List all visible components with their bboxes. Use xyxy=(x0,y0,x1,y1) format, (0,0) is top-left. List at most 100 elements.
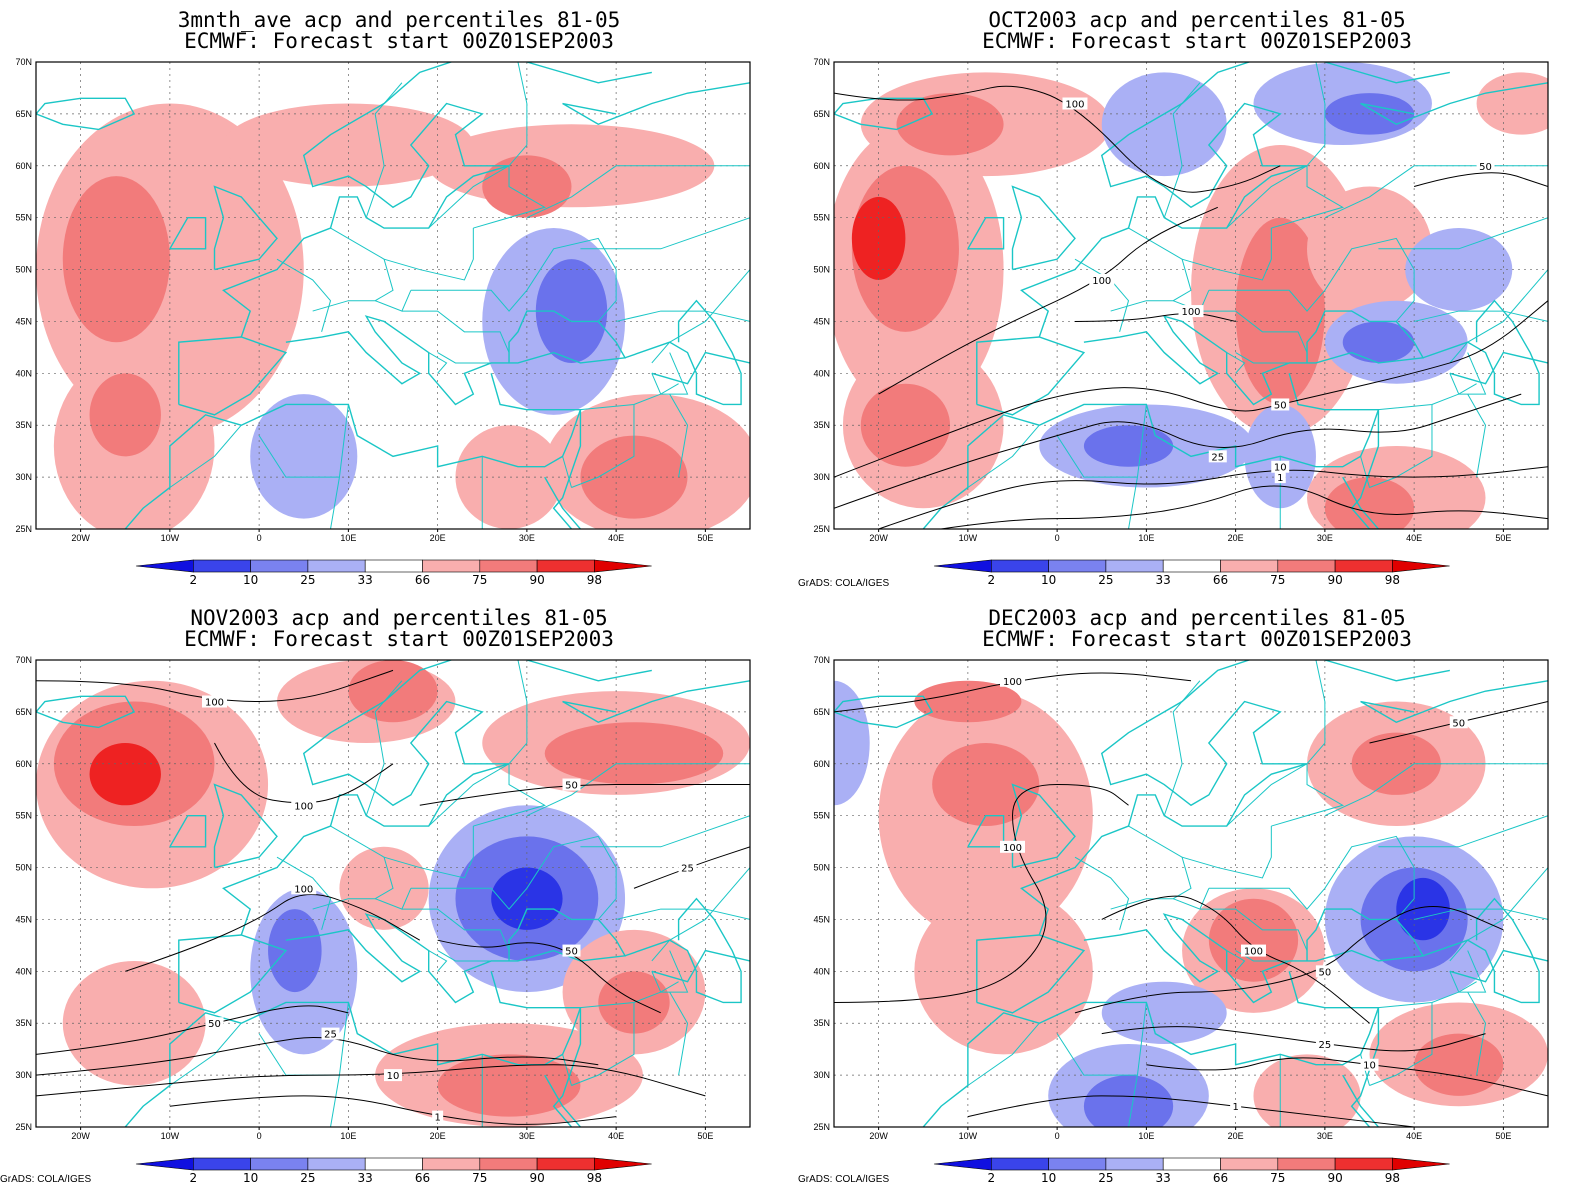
contour-label: 100 xyxy=(294,884,313,895)
contour-line xyxy=(169,1095,617,1125)
grads-credit: GrADS: COLA/IGES xyxy=(798,578,890,589)
coastline xyxy=(36,97,136,131)
contour-label-bg xyxy=(1274,471,1286,484)
country-border xyxy=(312,825,394,910)
lat-tick-label: 50N xyxy=(15,265,32,275)
lat-tick-label: 65N xyxy=(15,707,32,717)
colorbar-label: 90 xyxy=(529,1171,544,1185)
coastline xyxy=(169,814,207,848)
lon-tick-label: 10W xyxy=(161,533,180,543)
contour-label: 100 xyxy=(1181,307,1200,318)
contour-label-bg xyxy=(1315,965,1334,978)
colorbar-label: 25 xyxy=(1098,573,1113,587)
contour-label-bg xyxy=(562,944,581,957)
colorbar-segment xyxy=(307,1157,366,1171)
coastline xyxy=(36,695,136,729)
country-border xyxy=(1110,825,1192,910)
colorbar-segment xyxy=(1105,1157,1164,1171)
percentile-shading xyxy=(1351,732,1441,795)
percentile-shading xyxy=(932,743,1040,827)
contour-label: 50 xyxy=(1452,718,1465,729)
country-border xyxy=(312,227,394,312)
percentile-shading xyxy=(491,867,563,930)
contour-label: 1 xyxy=(434,1113,440,1124)
country-border xyxy=(365,680,403,816)
coastline xyxy=(624,299,742,406)
coastline xyxy=(1342,1074,1380,1127)
map-plot-area: 100 100 100 50 50 50 25 10 1 25 xyxy=(36,660,750,1127)
country-border xyxy=(428,352,448,374)
country-border xyxy=(616,908,750,920)
country-border xyxy=(410,835,617,920)
country-border xyxy=(1449,269,1548,364)
lon-tick-label: 50E xyxy=(1495,1131,1511,1141)
country-border xyxy=(1074,856,1130,930)
contour-label-bg xyxy=(291,882,317,895)
country-border xyxy=(616,310,750,322)
percentile-shading xyxy=(223,103,474,187)
percentile-shading xyxy=(1101,981,1227,1044)
lon-tick-label: 10E xyxy=(1138,533,1154,543)
coastline xyxy=(651,351,750,385)
contour-line xyxy=(1074,906,1504,1014)
contour-line xyxy=(1146,1057,1548,1097)
country-border xyxy=(562,456,572,488)
lat-tick-label: 25N xyxy=(15,524,32,534)
colorbar-arrow-right xyxy=(594,559,652,573)
contour-line xyxy=(834,85,1281,193)
country-border xyxy=(473,165,546,229)
lon-tick-label: 30E xyxy=(519,533,535,543)
contour-label: 100 xyxy=(1092,276,1111,287)
country-border xyxy=(401,310,510,353)
coastline xyxy=(285,310,627,406)
lat-tick-label: 40N xyxy=(15,966,32,976)
country-border xyxy=(1449,867,1548,962)
contour-label-bg xyxy=(678,861,697,874)
coastline xyxy=(222,660,527,936)
lat-tick-label: 45N xyxy=(15,914,32,924)
colorbar-arrow-right xyxy=(594,1157,652,1171)
colorbar-segment xyxy=(422,1157,481,1171)
contour-label: 50 xyxy=(1274,400,1287,411)
lat-tick-label: 55N xyxy=(813,213,830,223)
coastline xyxy=(213,783,278,869)
country-border xyxy=(169,424,242,488)
lon-tick-label: 0 xyxy=(257,1131,262,1141)
percentile-shading xyxy=(437,1054,581,1117)
lon-tick-label: 20W xyxy=(71,1131,90,1141)
colorbar-segment xyxy=(1334,559,1393,573)
coastline xyxy=(1011,185,1076,271)
lat-tick-label: 40N xyxy=(813,966,830,976)
contour-label-bg xyxy=(384,1069,402,1082)
panel-subtitle: ECMWF: Forecast start 00Z01SEP2003 xyxy=(982,627,1412,651)
country-border xyxy=(1324,165,1548,219)
contour-label: 25 xyxy=(1211,452,1224,463)
map-frame xyxy=(833,659,1549,1128)
country-border xyxy=(1378,815,1548,848)
country-border xyxy=(1074,258,1130,332)
map-plot-area: 100 100 100 50 25 10 1 50 xyxy=(834,660,1548,1127)
coastline xyxy=(178,934,288,1014)
country-border xyxy=(1226,352,1246,374)
contour-label: 25 xyxy=(324,1030,337,1041)
coastline xyxy=(1449,949,1548,983)
country-border xyxy=(1110,227,1192,312)
colorbar-segment xyxy=(193,1157,251,1171)
map-plot-area xyxy=(36,62,750,529)
contour-label: 100 xyxy=(294,801,313,812)
coastline xyxy=(552,409,582,529)
percentile-shading xyxy=(62,176,170,343)
country-border xyxy=(169,1022,242,1086)
colorbar-label: 75 xyxy=(1270,573,1285,587)
coastline xyxy=(1449,351,1548,385)
percentile-shading xyxy=(89,743,161,806)
country-border xyxy=(1324,763,1548,817)
lon-tick-label: 30E xyxy=(1317,533,1333,543)
percentile-shading xyxy=(860,383,951,467)
colorbar-arrow-left xyxy=(933,559,992,573)
colorbar-segment xyxy=(364,1157,423,1171)
lon-tick-label: 30E xyxy=(1317,1131,1333,1141)
country-border xyxy=(1414,310,1548,322)
country-border xyxy=(401,908,510,951)
